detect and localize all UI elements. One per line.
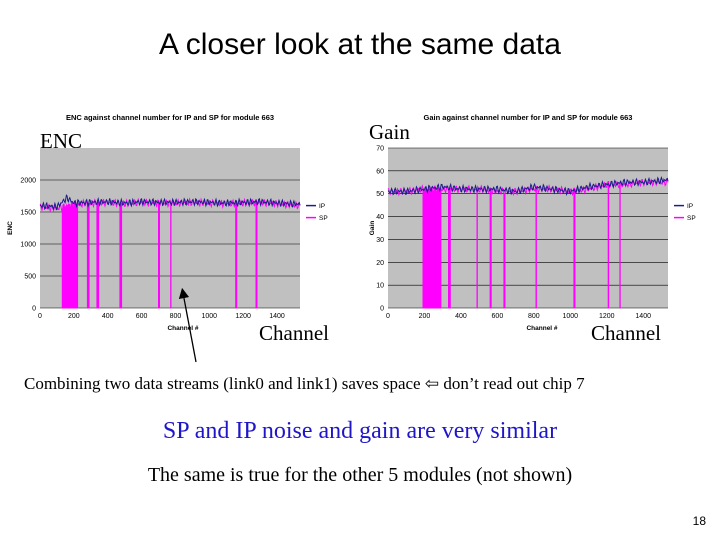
y-tick-label: 20 <box>376 260 384 267</box>
x-tick-label: 0 <box>38 313 42 320</box>
y-tick-label: 60 <box>376 168 384 175</box>
x-tick-label: 1400 <box>269 313 285 320</box>
legend-label: IP <box>687 203 693 210</box>
enc-chart: ENC against channel number for IP and SP… <box>2 106 358 348</box>
y-tick-label: 0 <box>32 306 36 313</box>
y-tick-label: 30 <box>376 237 384 244</box>
x-tick-label: 1400 <box>635 313 651 320</box>
x-tick-label: 200 <box>68 313 80 320</box>
legend-label: IP <box>319 203 325 210</box>
y-tick-label: 2000 <box>20 178 36 185</box>
y-tick-label: 0 <box>380 306 384 313</box>
y-tick-label: 10 <box>376 283 384 290</box>
enc-overlay-label: ENC <box>40 129 82 153</box>
x-tick-label: 800 <box>528 313 540 320</box>
note-combine-streams: Combining two data streams (link0 and li… <box>24 374 585 393</box>
y-tick-label: 40 <box>376 214 384 221</box>
gain-chart: Gain against channel number for IP and S… <box>364 106 716 348</box>
chart-title: ENC against channel number for IP and SP… <box>66 113 274 122</box>
page-number: 18 <box>692 514 706 528</box>
chart-title: Gain against channel number for IP and S… <box>424 113 633 122</box>
y-tick-label: 1500 <box>20 210 36 217</box>
channel-overlay-label-right: Channel <box>591 321 661 345</box>
x-tick-label: 600 <box>136 313 148 320</box>
x-axis-label: Channel # <box>526 325 557 332</box>
x-axis-label: Channel # <box>167 325 198 332</box>
series-line-ip <box>387 176 669 196</box>
x-tick-label: 1200 <box>599 313 615 320</box>
legend-label: SP <box>687 215 696 222</box>
y-tick-label: 70 <box>376 146 384 153</box>
x-tick-label: 800 <box>170 313 182 320</box>
x-tick-label: 400 <box>455 313 467 320</box>
slide-title: A closer look at the same data <box>159 28 561 61</box>
x-tick-label: 1000 <box>201 313 217 320</box>
channel-overlay-label-left: Channel <box>259 321 329 345</box>
x-tick-label: 1000 <box>563 313 579 320</box>
y-tick-label: 1000 <box>20 242 36 249</box>
gain-overlay-label: Gain <box>369 120 410 144</box>
series-line-sp <box>39 197 301 309</box>
x-tick-label: 400 <box>102 313 114 320</box>
y-axis-label: Gain <box>369 221 376 235</box>
legend-label: SP <box>319 215 328 222</box>
note-sp-ip-similar: SP and IP noise and gain are very simila… <box>162 418 558 444</box>
x-tick-label: 0 <box>386 313 390 320</box>
series-line-ip <box>39 194 301 211</box>
x-tick-label: 600 <box>492 313 504 320</box>
x-tick-label: 1200 <box>235 313 251 320</box>
y-axis-label: ENC <box>7 221 14 235</box>
x-tick-label: 200 <box>419 313 431 320</box>
y-tick-label: 500 <box>24 274 36 281</box>
note-other-modules: The same is true for the other 5 modules… <box>147 464 573 486</box>
y-tick-label: 50 <box>376 191 384 198</box>
